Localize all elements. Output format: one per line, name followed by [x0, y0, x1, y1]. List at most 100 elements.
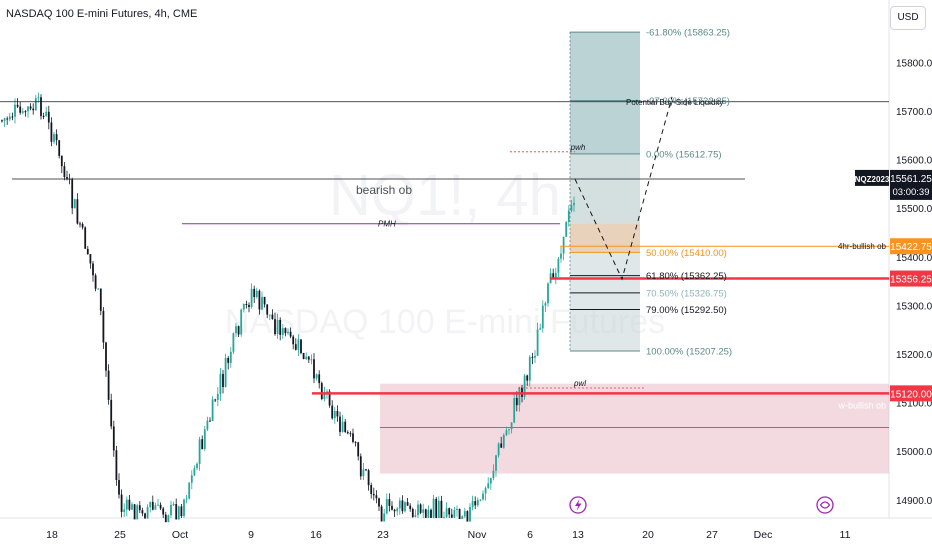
candle[interactable]: [544, 301, 547, 313]
candle[interactable]: [471, 495, 474, 511]
candle[interactable]: [125, 496, 128, 517]
candle[interactable]: [500, 436, 503, 448]
candle[interactable]: [219, 368, 222, 401]
candle[interactable]: [11, 112, 14, 121]
candle[interactable]: [183, 498, 185, 518]
candle[interactable]: [562, 236, 565, 261]
candle[interactable]: [235, 322, 237, 337]
candle[interactable]: [151, 495, 154, 511]
candle[interactable]: [81, 222, 84, 230]
candle[interactable]: [274, 312, 276, 336]
candle[interactable]: [154, 502, 157, 510]
candle[interactable]: [76, 193, 79, 225]
candle[interactable]: [216, 387, 219, 407]
candle[interactable]: [281, 324, 284, 339]
candle[interactable]: [261, 291, 263, 310]
candle[interactable]: [513, 393, 516, 424]
candle[interactable]: [336, 405, 339, 422]
candle[interactable]: [284, 327, 287, 337]
candle[interactable]: [162, 506, 165, 518]
candle[interactable]: [211, 396, 214, 421]
candle[interactable]: [344, 419, 347, 434]
candle[interactable]: [99, 288, 102, 316]
candle[interactable]: [393, 508, 396, 517]
candle[interactable]: [167, 514, 170, 523]
candle[interactable]: [328, 389, 331, 408]
candle[interactable]: [29, 103, 32, 111]
candle[interactable]: [203, 426, 206, 452]
candle[interactable]: [24, 110, 27, 117]
candle[interactable]: [144, 512, 146, 519]
candle[interactable]: [201, 435, 204, 450]
candle[interactable]: [315, 373, 318, 381]
candle[interactable]: [110, 393, 113, 430]
candle[interactable]: [469, 503, 471, 522]
candle[interactable]: [409, 503, 412, 512]
candle[interactable]: [510, 422, 513, 434]
candle[interactable]: [479, 499, 482, 502]
candle[interactable]: [404, 501, 406, 513]
candle[interactable]: [32, 103, 35, 115]
candle[interactable]: [531, 352, 534, 365]
candle[interactable]: [383, 508, 386, 522]
candle[interactable]: [523, 374, 526, 400]
candle[interactable]: [45, 106, 48, 117]
candle[interactable]: [16, 98, 19, 108]
candle[interactable]: [196, 462, 198, 470]
candle[interactable]: [461, 515, 464, 519]
candle[interactable]: [349, 431, 352, 437]
candle[interactable]: [102, 307, 105, 349]
candle[interactable]: [164, 511, 167, 523]
candle[interactable]: [422, 503, 425, 518]
candle[interactable]: [232, 332, 235, 355]
candle[interactable]: [253, 285, 256, 303]
candle[interactable]: [534, 350, 536, 364]
candle[interactable]: [508, 428, 510, 435]
candle[interactable]: [518, 386, 521, 412]
candle[interactable]: [565, 221, 568, 237]
candle[interactable]: [146, 504, 149, 519]
candle[interactable]: [456, 505, 458, 517]
candle[interactable]: [250, 283, 253, 309]
candle[interactable]: [375, 490, 378, 504]
candle[interactable]: [170, 500, 172, 518]
candle[interactable]: [255, 287, 258, 299]
candle[interactable]: [276, 313, 279, 339]
candle[interactable]: [50, 117, 53, 147]
candle[interactable]: [388, 493, 391, 512]
candle[interactable]: [133, 504, 136, 520]
candle[interactable]: [63, 162, 66, 181]
candle[interactable]: [549, 268, 552, 284]
candle[interactable]: [159, 502, 162, 511]
candle[interactable]: [193, 465, 196, 476]
dividend-icon[interactable]: [816, 496, 834, 514]
candle[interactable]: [206, 416, 209, 431]
candle[interactable]: [354, 441, 357, 447]
candle[interactable]: [378, 497, 380, 511]
candle[interactable]: [240, 308, 243, 337]
candle[interactable]: [536, 322, 539, 356]
candle[interactable]: [287, 328, 289, 335]
candle[interactable]: [157, 498, 159, 506]
candle[interactable]: [362, 462, 365, 480]
candle[interactable]: [222, 369, 224, 394]
candle[interactable]: [3, 117, 6, 127]
candle[interactable]: [539, 323, 542, 331]
candle[interactable]: [224, 353, 227, 388]
candle[interactable]: [34, 95, 37, 111]
candle[interactable]: [89, 254, 92, 269]
candle[interactable]: [492, 464, 495, 481]
candle[interactable]: [463, 507, 466, 518]
candle[interactable]: [266, 304, 269, 319]
candle[interactable]: [450, 508, 453, 518]
candle[interactable]: [359, 453, 362, 480]
candle[interactable]: [417, 500, 419, 519]
candle[interactable]: [440, 495, 443, 518]
candle[interactable]: [245, 300, 248, 309]
candle[interactable]: [320, 381, 323, 401]
candle[interactable]: [495, 454, 497, 477]
candle[interactable]: [105, 341, 107, 377]
candle[interactable]: [489, 477, 492, 490]
candle[interactable]: [297, 334, 300, 356]
